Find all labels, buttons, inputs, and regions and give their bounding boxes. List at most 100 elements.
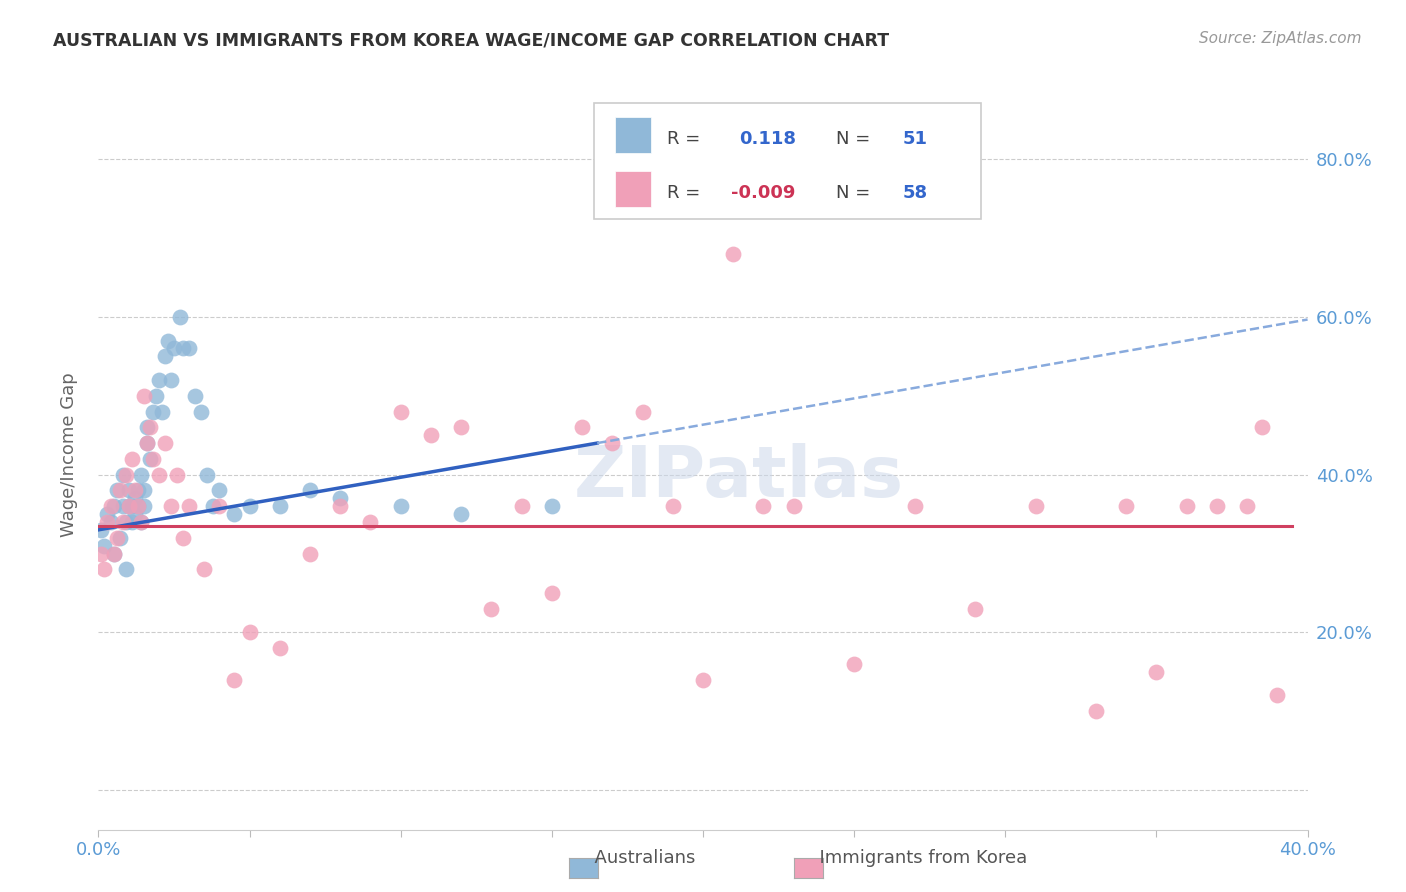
Point [1236, 499, 1258, 513]
Point [1024, 499, 1046, 513]
Point [329, 499, 352, 513]
Point [145, 389, 167, 403]
Point [299, 547, 322, 561]
Point [139, 451, 162, 466]
Point [96, 507, 118, 521]
Point [389, 499, 412, 513]
Text: Australians: Australians [583, 849, 696, 867]
Point [142, 404, 165, 418]
Point [163, 342, 186, 356]
Point [540, 499, 562, 513]
Point [179, 342, 201, 356]
Point [571, 420, 593, 434]
Point [108, 483, 131, 498]
Point [602, 436, 624, 450]
Point [114, 515, 136, 529]
Point [389, 404, 412, 418]
Point [118, 499, 141, 513]
Point [160, 499, 183, 513]
Text: 0.118: 0.118 [740, 130, 796, 148]
Point [142, 451, 165, 466]
Point [100, 515, 122, 529]
Point [723, 247, 745, 261]
Point [135, 436, 157, 450]
Point [124, 491, 146, 506]
Point [90, 523, 112, 537]
Point [132, 483, 155, 498]
Text: Source: ZipAtlas.com: Source: ZipAtlas.com [1198, 31, 1361, 46]
Point [208, 483, 231, 498]
Point [93, 562, 115, 576]
Point [1206, 499, 1229, 513]
Point [299, 483, 322, 498]
Point [127, 499, 149, 513]
Point [239, 499, 262, 513]
FancyBboxPatch shape [614, 171, 651, 207]
FancyBboxPatch shape [595, 103, 981, 219]
Point [111, 515, 134, 529]
Point [172, 342, 194, 356]
Point [118, 499, 141, 513]
Point [121, 451, 143, 466]
Point [166, 467, 188, 482]
Point [153, 349, 176, 363]
Point [148, 467, 170, 482]
Point [93, 539, 115, 553]
Point [118, 483, 141, 498]
Point [450, 507, 472, 521]
Text: 58: 58 [903, 185, 928, 202]
Point [129, 467, 152, 482]
Point [90, 547, 112, 561]
Point [844, 657, 866, 671]
Point [450, 420, 472, 434]
Point [661, 499, 683, 513]
Point [150, 404, 173, 418]
Point [105, 483, 128, 498]
Point [127, 483, 149, 498]
Point [193, 562, 215, 576]
Point [208, 499, 231, 513]
Point [1115, 499, 1137, 513]
Text: AUSTRALIAN VS IMMIGRANTS FROM KOREA WAGE/INCOME GAP CORRELATION CHART: AUSTRALIAN VS IMMIGRANTS FROM KOREA WAGE… [53, 31, 890, 49]
Point [153, 436, 176, 450]
Point [111, 499, 134, 513]
Point [156, 334, 179, 348]
Text: 51: 51 [903, 130, 928, 148]
Point [224, 507, 246, 521]
Point [1144, 665, 1167, 679]
Point [108, 531, 131, 545]
Point [148, 373, 170, 387]
Point [111, 467, 134, 482]
Point [510, 499, 533, 513]
Point [103, 547, 125, 561]
Point [160, 373, 183, 387]
Point [132, 499, 155, 513]
Point [184, 389, 207, 403]
Point [692, 673, 714, 687]
Text: N =: N = [837, 130, 870, 148]
Point [169, 310, 191, 324]
Point [96, 515, 118, 529]
Point [124, 507, 146, 521]
Point [100, 499, 122, 513]
Text: -0.009: -0.009 [731, 185, 796, 202]
Point [360, 515, 382, 529]
Point [269, 499, 291, 513]
Point [179, 499, 201, 513]
Point [172, 531, 194, 545]
Point [1175, 499, 1198, 513]
Point [103, 499, 125, 513]
Point [202, 499, 225, 513]
Point [224, 673, 246, 687]
Point [420, 428, 443, 442]
Point [124, 483, 146, 498]
Point [139, 420, 162, 434]
Point [752, 499, 775, 513]
Point [190, 404, 212, 418]
Point [329, 491, 352, 506]
Text: N =: N = [837, 185, 870, 202]
Text: R =: R = [666, 130, 700, 148]
Point [129, 515, 152, 529]
Point [904, 499, 927, 513]
Point [481, 601, 503, 615]
